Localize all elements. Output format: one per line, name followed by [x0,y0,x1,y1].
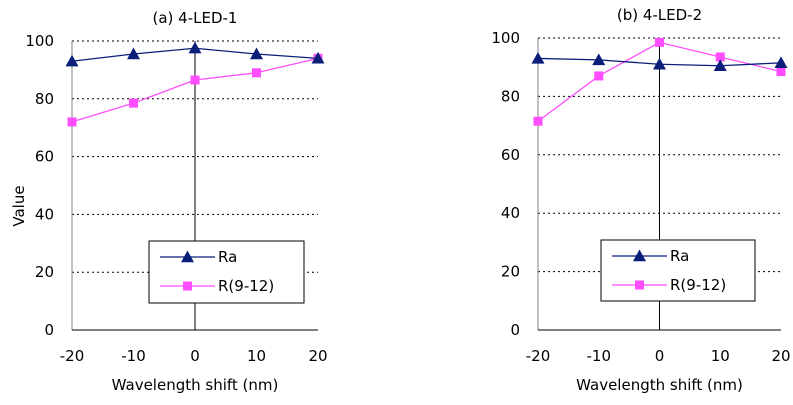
legend: Ra R(9-12) [148,240,305,304]
data-point-2-3 [655,37,664,47]
series-2 [533,37,786,126]
chart-title: (b) 4-LED-2 [617,6,702,24]
y-axis-label: Value [10,185,28,226]
data-point-1-3 [653,57,666,70]
x-axis-label: Wavelength shift (nm) [576,376,743,394]
legend-box [600,239,756,302]
y-tick-label-0: 0 [44,321,54,339]
data-point-1-5 [774,56,788,69]
legend-label-2: R(9-12) [670,276,726,294]
data-point-1-1 [531,51,545,64]
chart-panel-1: (a) 4-LED-1 0 20 40 60 80 100 -20 -10 0 10 20 Wavele… [10,9,328,394]
y-tick-label-2: 40 [35,205,54,223]
data-point-2-2 [594,71,604,81]
data-point-2-5 [776,67,786,77]
legend-marker-1 [633,249,646,262]
x-tick-label-1: -10 [587,347,612,365]
x-tick-label-4: 20 [771,347,790,365]
data-point-1-5 [311,51,325,64]
x-tick-label-4: 20 [308,347,327,365]
y-tick-label-1: 20 [501,263,520,281]
y-tick-label-0: 0 [510,321,520,339]
data-point-1-2 [127,47,140,60]
y-tick-label-4: 80 [35,90,54,108]
legend-label-2: R(9-12) [218,277,274,295]
x-axis-label: Wavelength shift (nm) [112,376,279,394]
data-point-1-4 [250,47,263,60]
x-tick-label-3: 10 [711,347,730,365]
y-tick-label-5: 100 [25,32,54,50]
x-tick-label-0: -20 [526,347,551,365]
data-point-2-3 [190,75,200,85]
series-1 [65,41,325,67]
legend-box [148,240,305,304]
y-tick-label-2: 40 [501,204,520,222]
legend: Ra R(9-12) [600,239,756,302]
x-tick-label-0: -20 [60,347,85,365]
data-point-1-2 [592,53,606,66]
data-point-2-4 [715,52,725,62]
data-point-1-4 [713,59,727,71]
x-tick-label-3: 10 [247,347,266,365]
data-point-1-1 [65,54,79,67]
y-tick-label-3: 60 [501,146,520,164]
chart-panel-2: (b) 4-LED-2 0 20 40 60 80 100 -20 -10 0 10 20 Wavele… [491,6,790,394]
y-tick-label-4: 80 [501,87,520,105]
legend-label-1: Ra [218,248,237,266]
legend-label-1: Ra [670,247,689,265]
data-point-2-2 [129,98,138,108]
data-point-1-3 [188,41,202,54]
data-point-2-1 [67,117,77,127]
legend-marker-2 [635,280,644,290]
chart-title: (a) 4-LED-1 [153,9,238,27]
data-point-2-1 [533,116,543,126]
x-tick-label-2: 0 [655,347,665,365]
x-tick-label-2: 0 [190,347,200,365]
data-point-2-4 [252,68,261,78]
legend-marker-1 [181,250,194,263]
y-tick-label-3: 60 [35,148,54,166]
y-tick-label-5: 100 [491,29,520,47]
legend-marker-2 [183,281,192,291]
series-1 [531,51,788,71]
x-tick-label-1: -10 [121,347,146,365]
y-tick-label-1: 20 [35,263,54,281]
